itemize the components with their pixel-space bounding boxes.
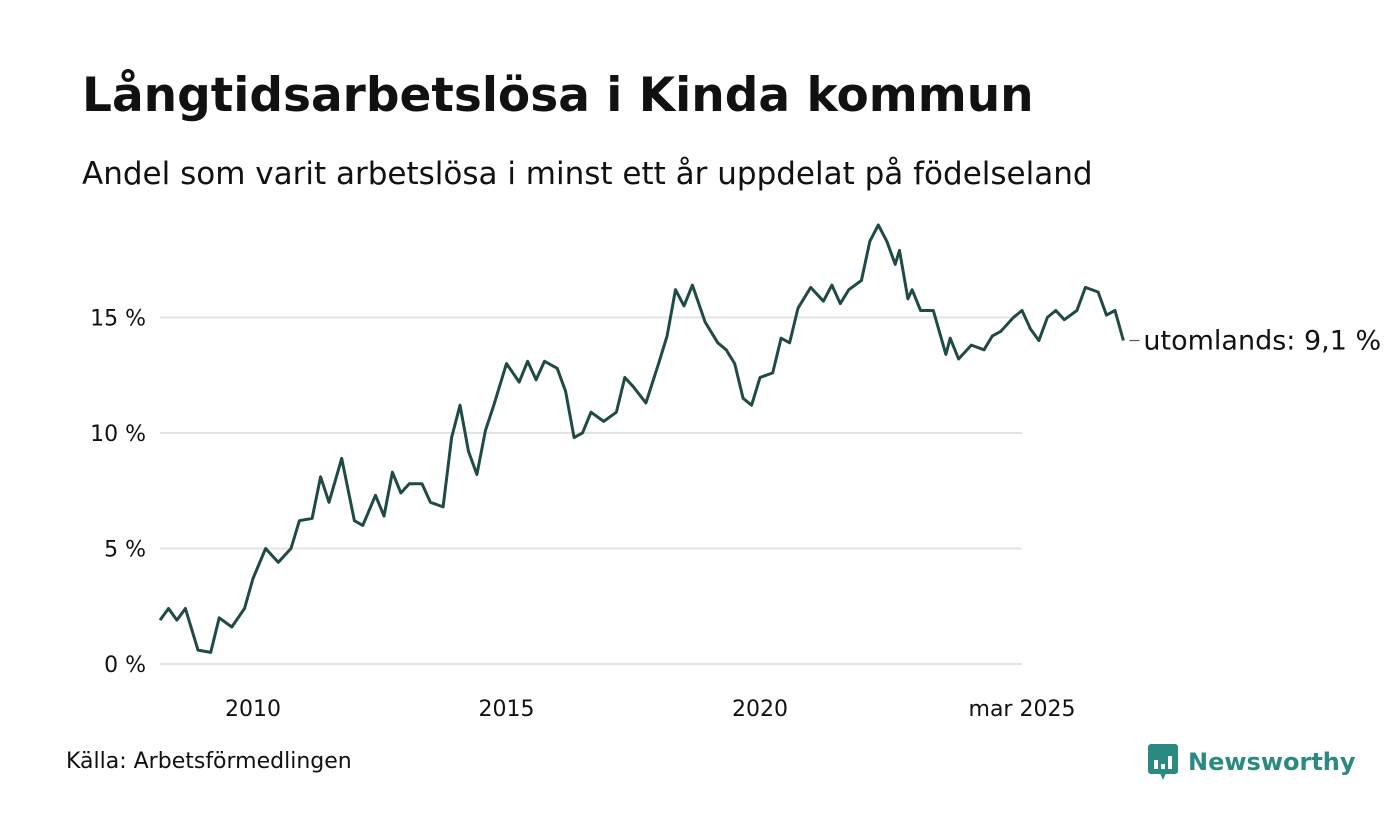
series-line-utomlands xyxy=(158,223,1125,654)
x-tick-label: 2020 xyxy=(732,697,788,722)
chart-title: Långtidsarbetslösa i Kinda kommun xyxy=(82,68,1034,123)
brand-logo: Newsworthy xyxy=(1148,742,1356,782)
x-tick-label: 2015 xyxy=(478,697,534,722)
y-tick-label: 5 % xyxy=(104,537,146,562)
series-lines xyxy=(158,223,1125,654)
series-end-labels: utomlands: 9,1 % xyxy=(1129,326,1381,357)
end-label-utomlands: utomlands: 9,1 % xyxy=(1143,326,1381,357)
x-tick-label: mar 2025 xyxy=(969,697,1076,722)
source-note: Källa: Arbetsförmedlingen xyxy=(66,749,352,774)
x-tick-label: 2010 xyxy=(225,697,281,722)
grid-lines xyxy=(160,316,1022,665)
newsworthy-logo-icon xyxy=(1148,744,1178,780)
y-axis-ticks: 0 % 5 % 10 % 15 % xyxy=(90,306,146,678)
y-tick-label: 0 % xyxy=(104,653,146,678)
brand-name: Newsworthy xyxy=(1188,748,1356,776)
chart-subtitle: Andel som varit arbetslösa i minst ett å… xyxy=(82,156,1093,192)
x-axis-ticks: 2010 2015 2020 mar 2025 xyxy=(225,697,1076,722)
line-chart: 0 % 5 % 10 % 15 % 2010 2015 2020 mar 2025 utom… xyxy=(90,223,1381,722)
y-tick-label: 15 % xyxy=(90,306,146,331)
y-tick-label: 10 % xyxy=(90,422,146,447)
